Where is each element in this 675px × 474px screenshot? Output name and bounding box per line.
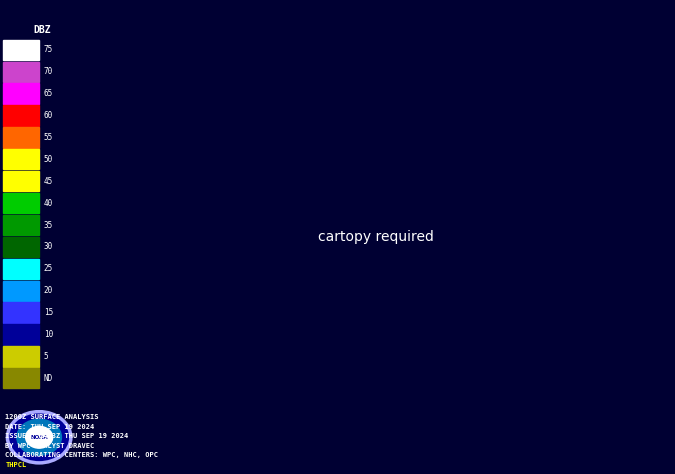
Text: 40: 40 (44, 199, 53, 208)
Text: 20: 20 (44, 286, 53, 295)
Bar (3, 40, 38, 60)
Circle shape (26, 427, 53, 448)
Bar (3, 259, 38, 279)
Text: 5: 5 (44, 352, 49, 361)
Bar (3, 193, 38, 213)
Text: 65: 65 (44, 89, 53, 98)
Text: 55: 55 (44, 133, 53, 142)
Text: BY WPC ANALYST DRAVEC: BY WPC ANALYST DRAVEC (5, 443, 95, 449)
Bar (3, 302, 38, 323)
Text: ND: ND (44, 374, 53, 383)
Bar (3, 83, 38, 104)
Text: 30: 30 (44, 242, 53, 251)
Text: 75: 75 (44, 46, 53, 55)
Bar (3, 105, 38, 126)
Text: 25: 25 (44, 264, 53, 273)
Bar (3, 368, 38, 389)
Text: cartopy required: cartopy required (319, 230, 434, 244)
Text: 45: 45 (44, 177, 53, 186)
Text: 15: 15 (44, 308, 53, 317)
Text: 60: 60 (44, 111, 53, 120)
Bar (3, 346, 38, 366)
Text: 10: 10 (44, 330, 53, 339)
Circle shape (7, 411, 71, 463)
Text: NOAA: NOAA (30, 435, 48, 440)
Text: 35: 35 (44, 220, 53, 229)
Text: 50: 50 (44, 155, 53, 164)
Text: 1200Z SURFACE ANALYSIS: 1200Z SURFACE ANALYSIS (5, 414, 99, 420)
Circle shape (17, 419, 61, 455)
Bar (3, 324, 38, 345)
Text: 70: 70 (44, 67, 53, 76)
Bar (3, 215, 38, 235)
Bar (3, 281, 38, 301)
Bar (3, 62, 38, 82)
Bar (3, 127, 38, 147)
Text: DATE: THU SEP 19 2024: DATE: THU SEP 19 2024 (5, 424, 95, 430)
Bar (3, 171, 38, 191)
Bar (3, 237, 38, 257)
Text: COLLABORATING CENTERS: WPC, NHC, OPC: COLLABORATING CENTERS: WPC, NHC, OPC (5, 452, 159, 458)
Bar (3, 149, 38, 170)
Text: THPCL: THPCL (5, 462, 26, 468)
Text: DBZ: DBZ (33, 25, 51, 35)
Text: ISSUED: 1413Z THU SEP 19 2024: ISSUED: 1413Z THU SEP 19 2024 (5, 433, 129, 439)
